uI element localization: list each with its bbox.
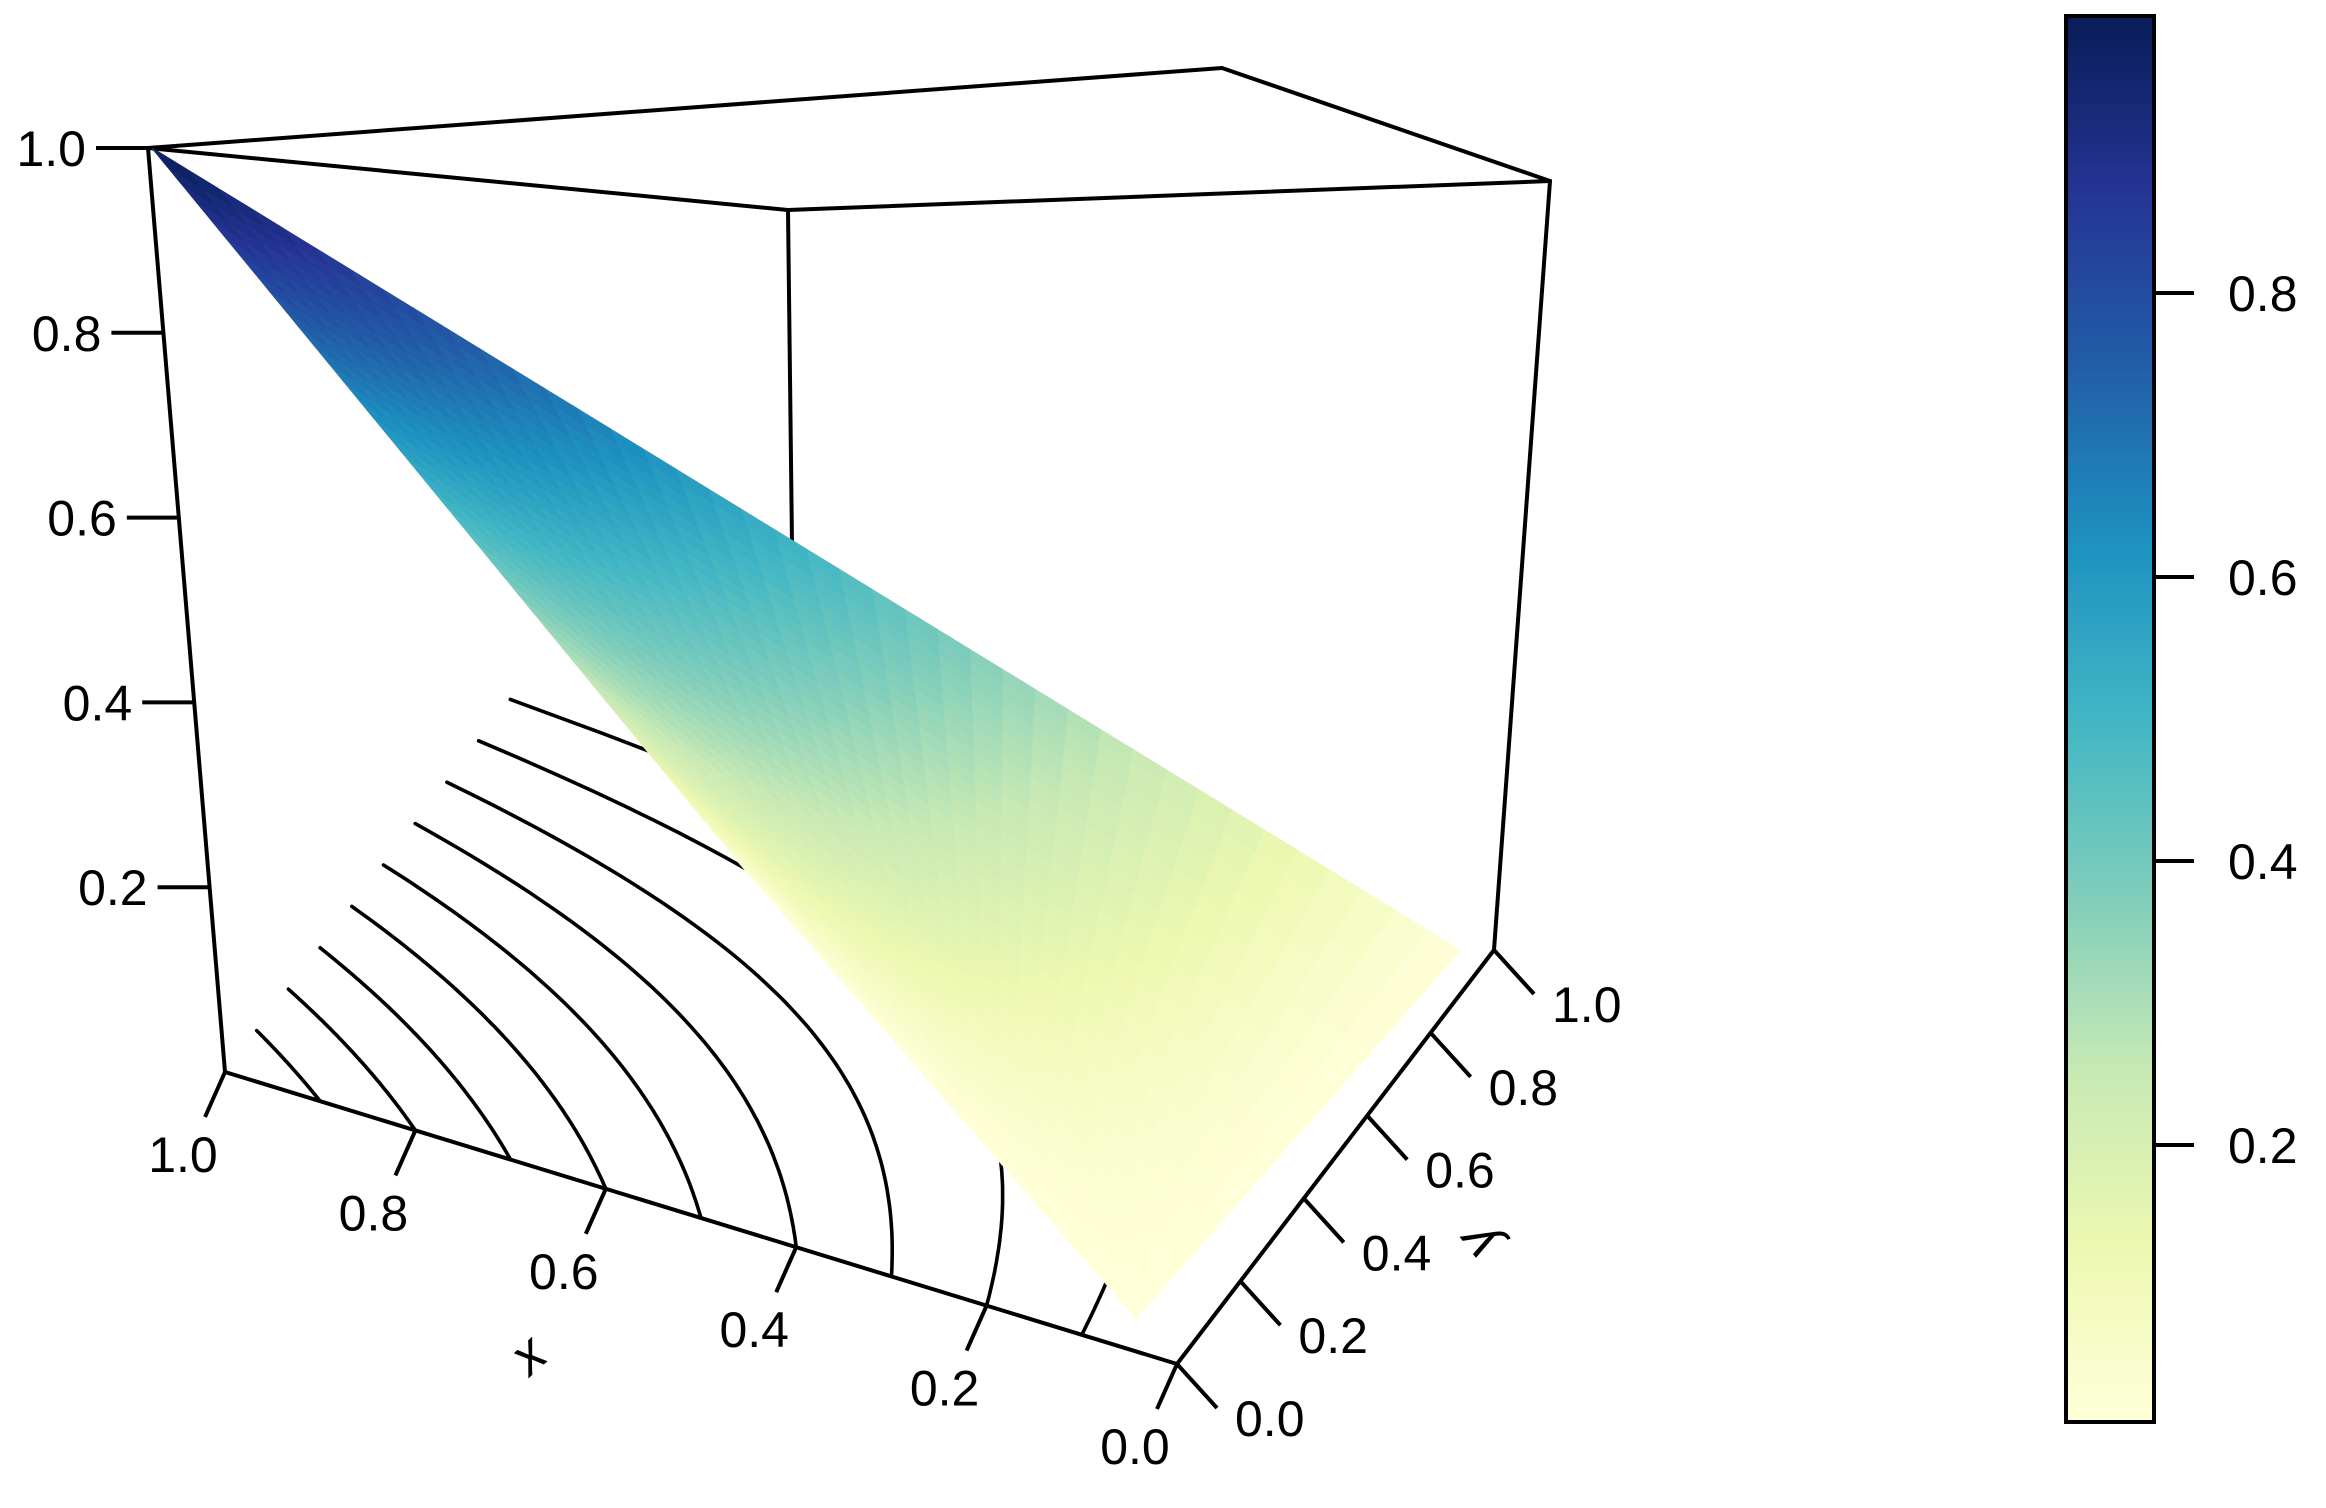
y-tick [1302, 1197, 1346, 1244]
y-tick-label: 0.8 [1489, 1060, 1559, 1116]
x-tick [393, 1129, 418, 1177]
box-edge-right-top [1220, 66, 1552, 183]
y-tick [1492, 948, 1536, 996]
x-tick [203, 1071, 227, 1118]
contour-line [318, 946, 513, 1162]
y-tick-label: 0.6 [1425, 1143, 1495, 1199]
y-tick-label: 1.0 [1552, 977, 1622, 1033]
z-tick-label: 1.0 [16, 121, 86, 177]
x-tick [583, 1187, 608, 1235]
x-tick-label: 0.0 [1100, 1419, 1170, 1475]
z-tick-label: 0.4 [63, 675, 133, 731]
colorbar-tick-label: 0.8 [2228, 266, 2298, 322]
surface-facet [151, 147, 200, 187]
x-tick-label: 0.2 [910, 1361, 980, 1417]
box-edge-left-vertical [146, 146, 227, 1074]
contour-line [445, 780, 894, 1279]
box-edge-back-top [146, 66, 1224, 150]
contour-line [350, 904, 608, 1191]
contour-line [413, 821, 798, 1249]
x-tick-label: 0.4 [719, 1302, 789, 1358]
x-axis-label: x [496, 1322, 560, 1388]
box-edge-front-top-right [786, 179, 1552, 212]
box-edge-right-vertical [1492, 179, 1552, 952]
x-tick-label: 0.6 [529, 1244, 599, 1300]
box-edge-floor-y [1175, 948, 1496, 1366]
contour-line [381, 863, 703, 1220]
axis-ticks: 1.0 0.8 0.6 0.4 0.2 0.0 0.0 0.2 0.4 0.6 0.8 1.0 1.0 0… [16, 121, 1621, 1475]
z-tick-label: 0.6 [47, 491, 117, 547]
y-tick-label: 0.2 [1298, 1308, 1368, 1364]
contour-line [254, 1028, 322, 1103]
y-tick [1429, 1031, 1473, 1079]
x-tick [1155, 1363, 1179, 1410]
contour-line [286, 987, 418, 1133]
box-edge-front-top-left [146, 146, 790, 212]
y-axis-label: y [1444, 1212, 1512, 1276]
colorbar-tick-label: 0.6 [2228, 550, 2298, 606]
x-tick-label: 0.8 [339, 1185, 409, 1241]
z-tick-label: 0.8 [32, 306, 102, 362]
x-tick-label: 1.0 [148, 1127, 218, 1183]
box-frame-floor [223, 948, 1496, 1366]
y-tick-label: 0.0 [1235, 1391, 1305, 1447]
colorbar-tick-label: 0.4 [2228, 834, 2298, 890]
colorbar: 0.8 0.6 0.4 0.2 [2064, 14, 2298, 1424]
colorbar-ticks: 0.8 0.6 0.4 0.2 [2154, 266, 2298, 1174]
box-frame-back [146, 66, 1552, 1074]
y-tick [1365, 1114, 1409, 1161]
box-edge-floor-x [223, 1070, 1179, 1366]
x-tick [774, 1246, 799, 1294]
y-tick-label: 0.4 [1362, 1225, 1432, 1281]
z-tick-label: 0.2 [78, 860, 148, 916]
colorbar-body [2064, 14, 2156, 1424]
y-tick [1175, 1362, 1219, 1410]
colorbar-tick-label: 0.2 [2228, 1118, 2298, 1174]
y-tick [1238, 1279, 1282, 1327]
surface [151, 147, 1461, 1319]
x-tick [964, 1304, 989, 1352]
